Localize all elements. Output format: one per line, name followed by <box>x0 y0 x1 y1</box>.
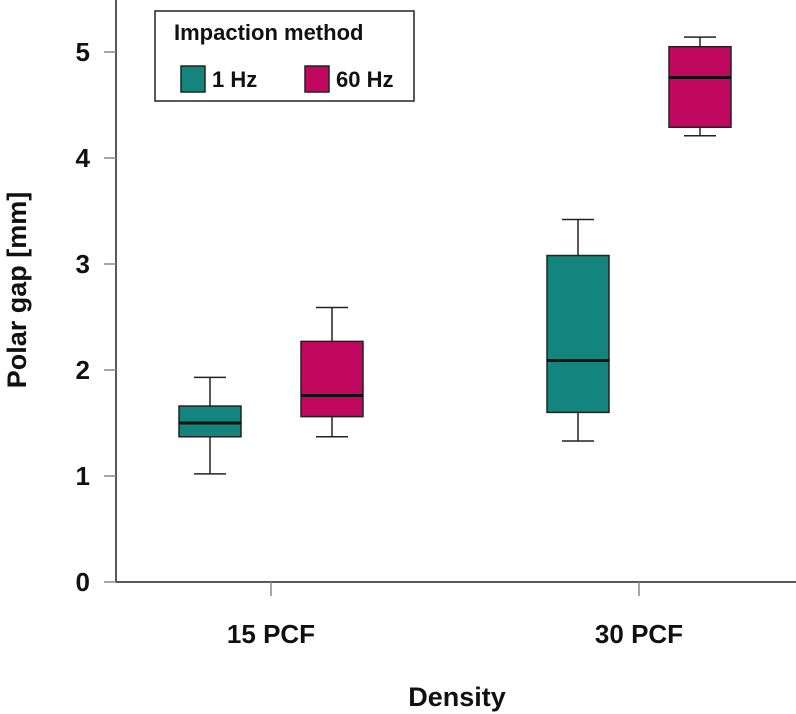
box-60hz-15pcf <box>300 306 364 438</box>
y-tick-label: 2 <box>76 355 90 385</box>
legend-label: 60 Hz <box>336 67 393 92</box>
y-tick-label: 1 <box>76 461 90 491</box>
iqr-box <box>668 45 732 129</box>
legend-swatch <box>304 65 330 93</box>
y-tick-label: 0 <box>76 567 90 597</box>
x-tick-label: 15 PCF <box>227 619 315 649</box>
legend-swatch <box>180 65 206 93</box>
y-axis-title: Polar gap [mm] <box>2 192 32 389</box>
iqr-box <box>300 340 364 418</box>
legend: Impaction method 1 Hz 60 Hz <box>154 10 415 102</box>
axes: 0 1 2 3 4 5 15 PCF 30 PCF <box>76 0 796 649</box>
box-1hz-30pcf <box>546 218 610 442</box>
x-axis-title: Density <box>408 682 506 712</box>
legend-title: Impaction method <box>174 20 363 45</box>
box-1hz-15pcf <box>178 376 242 475</box>
x-tick-label: 30 PCF <box>595 619 683 649</box>
y-tick-label: 3 <box>76 249 90 279</box>
boxes <box>178 36 732 475</box>
y-tick-label: 5 <box>76 37 90 67</box>
legend-label: 1 Hz <box>212 67 257 92</box>
y-tick-label: 4 <box>76 143 91 173</box>
box-60hz-30pcf <box>668 36 732 137</box>
iqr-box <box>178 405 242 438</box>
iqr-box <box>546 254 610 414</box>
